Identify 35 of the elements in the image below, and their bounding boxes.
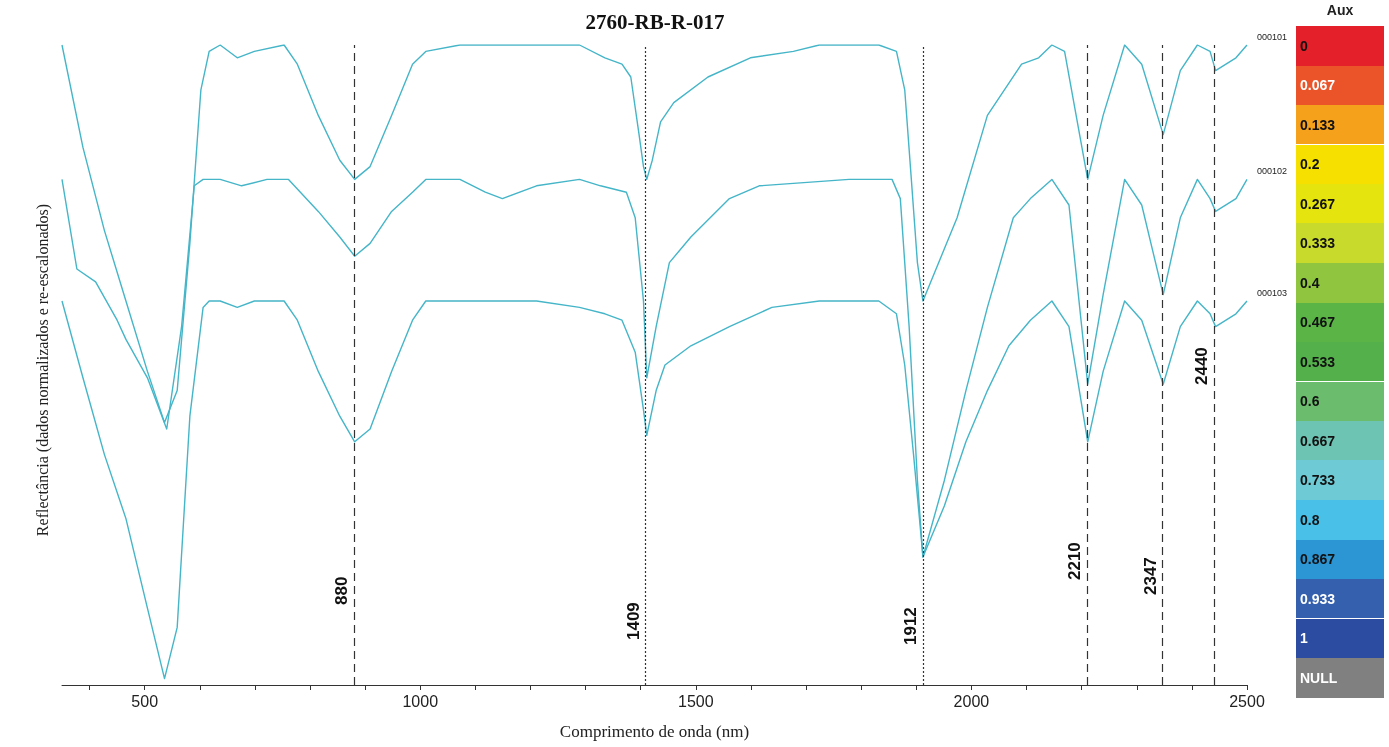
series-label: 000102 [1257, 166, 1288, 177]
ref-line-label: 1912 [900, 607, 920, 645]
x-tick-label: 500 [131, 692, 159, 710]
color-bar-label: 0.8 [1300, 511, 1320, 528]
color-bar-label: 0 [1300, 37, 1308, 54]
color-bar-label: 0.133 [1300, 116, 1336, 133]
color-bar-label: 0.333 [1300, 235, 1336, 252]
color-bar-label: 0.933 [1300, 590, 1336, 607]
ref-line-label: 2347 [1140, 557, 1160, 595]
ref-line-label: 880 [332, 576, 352, 605]
color-bar-label: 0.467 [1300, 314, 1336, 331]
color-bar-label: 1 [1300, 630, 1308, 647]
chart-title: 2760-RB-R-017 [585, 9, 725, 34]
series-label: 000101 [1257, 32, 1288, 42]
ref-line-label: 1409 [623, 602, 643, 640]
color-bar-label: 0.667 [1300, 432, 1336, 449]
color-bar-label: 0.733 [1300, 472, 1336, 489]
x-tick-label: 2500 [1229, 692, 1265, 710]
x-tick-label: 1500 [678, 692, 714, 710]
x-tick-label: 2000 [953, 692, 990, 710]
color-bar-label: 0.6 [1300, 393, 1320, 410]
color-bar-title: Aux [1325, 2, 1355, 18]
color-bar-label: 0.533 [1300, 353, 1336, 370]
x-tick-label: 1000 [402, 692, 439, 710]
color-bar-label: 0.4 [1300, 274, 1320, 291]
ref-line-label: 2440 [1191, 347, 1211, 385]
color-bar-label: 0.867 [1300, 551, 1336, 568]
ref-line-label: 2210 [1065, 542, 1085, 580]
color-bar-label: 0.2 [1300, 156, 1320, 173]
x-axis-title: Comprimento de onda (nm) [559, 722, 750, 741]
y-axis-title: Reflectância (dados normalizados e re-escalonados) [33, 203, 52, 537]
text: NULL [1300, 669, 1338, 686]
series-label: 000103 [1257, 288, 1288, 298]
color-bar-label: 0.267 [1300, 195, 1336, 212]
color-bar-label: 0.067 [1300, 77, 1336, 94]
